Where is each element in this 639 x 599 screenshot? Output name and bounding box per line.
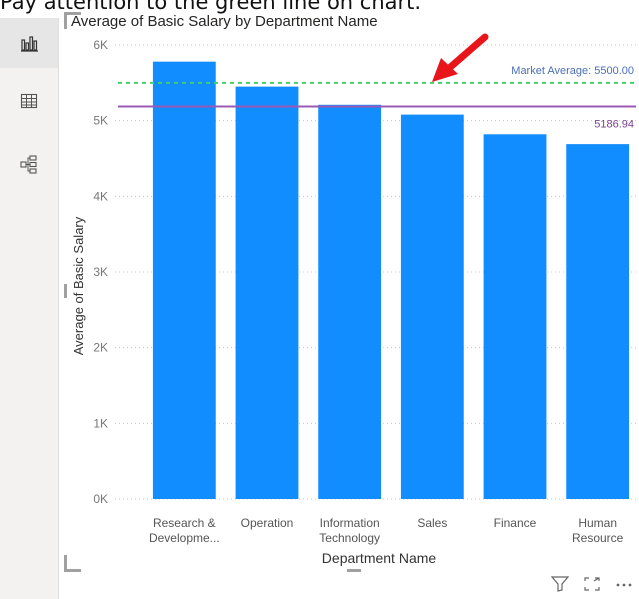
y-tick-label: 2K	[93, 341, 108, 355]
y-tick-label: 4K	[93, 189, 108, 203]
filter-icon[interactable]	[550, 576, 570, 596]
tree-icon[interactable]	[0, 140, 58, 190]
average-reference-label: 5186.94	[594, 119, 634, 131]
bar-chart-icon[interactable]	[0, 18, 58, 68]
table-icon[interactable]	[0, 76, 58, 126]
visual-footer	[550, 575, 633, 597]
chart-title: Average of Basic Salary by Department Na…	[71, 13, 378, 30]
market-average-label: Market Average: 5500.00	[511, 65, 634, 77]
resize-handle-bottom[interactable]	[347, 569, 361, 572]
annotation-arrow	[432, 33, 489, 82]
more-options-icon[interactable]	[615, 576, 633, 596]
visual-sidebar	[0, 18, 59, 599]
y-tick-label: 1K	[93, 416, 108, 430]
x-tick-label: Operation	[241, 516, 294, 530]
bar	[483, 134, 547, 499]
y-tick-label: 3K	[93, 265, 108, 279]
chart-visual[interactable]	[64, 12, 639, 572]
focus-mode-icon[interactable]	[583, 576, 601, 596]
x-tick-label: Information Technology	[319, 516, 380, 545]
y-tick-label: 5K	[93, 114, 108, 128]
y-tick-label: 6K	[93, 38, 108, 52]
resize-handle-left[interactable]	[64, 284, 67, 298]
caption-text: Pay attention to the green line on chart…	[0, 0, 422, 14]
y-axis-label: Average of Basic Salary	[71, 216, 86, 355]
bar	[235, 86, 299, 499]
bar	[566, 144, 630, 499]
frame-corner-top-left	[64, 12, 81, 29]
x-tick-label: Finance	[494, 516, 537, 530]
x-tick-label: Research & Developme...	[149, 516, 220, 545]
bar	[400, 114, 464, 499]
frame-corner-bottom-left	[64, 555, 81, 572]
x-axis-label: Department Name	[322, 550, 437, 566]
bar	[152, 61, 216, 499]
bar	[318, 104, 382, 499]
x-tick-label: Sales	[417, 516, 447, 530]
x-tick-label: Human Resource	[572, 516, 624, 545]
y-tick-label: 0K	[93, 492, 108, 506]
